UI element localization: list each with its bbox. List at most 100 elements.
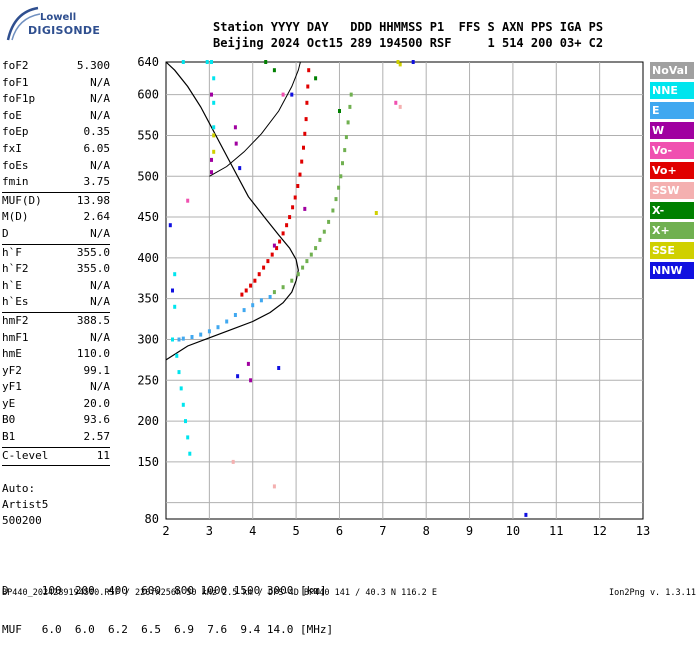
param-label: foEs — [2, 158, 29, 172]
echo-point-x — [281, 285, 285, 290]
y-tick-label: 200 — [137, 414, 159, 428]
profile-curve-lower — [165, 61, 299, 361]
y-tick-label: 400 — [137, 251, 159, 265]
echo-point-e — [177, 337, 181, 342]
param-separator — [2, 446, 110, 448]
echo-point-w — [210, 92, 213, 97]
legend-item: NoVal — [650, 62, 694, 79]
y-tick-label: 150 — [137, 455, 159, 469]
echo-point-nne — [181, 402, 185, 407]
echo-point-vo — [288, 215, 292, 220]
echo-point-x — [331, 208, 335, 213]
param-value: 6.05 — [83, 141, 111, 155]
echo-point-vo — [266, 259, 270, 264]
echo-point-nne — [184, 419, 187, 424]
legend-item: Vo- — [650, 142, 694, 159]
echo-point-vo — [275, 246, 279, 251]
legend-item: NNW — [650, 262, 694, 279]
param-row: hmE 110.0 — [2, 346, 110, 363]
param-row: B1 2.57 — [2, 429, 110, 446]
echo-point-nne — [179, 386, 183, 391]
param-label: B0 — [2, 413, 16, 427]
echo-point-e — [207, 329, 211, 334]
echo-point-nnw — [411, 60, 415, 64]
echo-point-w — [249, 378, 253, 383]
param-value: 93.6 — [83, 413, 111, 427]
echo-point-nne — [186, 435, 190, 440]
echo-point-vo — [262, 265, 266, 270]
echo-point-vo — [306, 84, 310, 89]
param-value: N/A — [90, 330, 110, 344]
echo-point-sse — [374, 211, 378, 215]
echo-point-e — [181, 336, 185, 341]
echo-point-x — [272, 290, 276, 295]
echo-point-vo — [300, 159, 304, 164]
y-tick-label: 550 — [137, 128, 159, 142]
param-value: 11 — [96, 448, 110, 462]
param-value: N/A — [90, 75, 110, 89]
param-separator — [2, 465, 110, 467]
param-row: fxI 6.05 — [2, 141, 110, 158]
param-value: N/A — [90, 295, 110, 309]
echo-point-nnw — [168, 223, 172, 228]
auto-code: 500200 — [2, 514, 42, 527]
param-separator — [2, 191, 110, 193]
echo-point-x — [305, 259, 309, 264]
param-value: 2.64 — [83, 210, 111, 224]
param-value: N/A — [90, 226, 110, 240]
x-tick-label: 2 — [162, 524, 169, 538]
echo-point-nnw — [290, 92, 294, 97]
muf-distance-table: D 100 200 400 600 800 1000 1500 3000 [km… — [2, 558, 333, 649]
echo-point-vo — [249, 283, 253, 288]
plot-frame — [165, 61, 644, 520]
echo-point-nnw — [171, 288, 174, 293]
echo-point-e — [190, 335, 194, 339]
echo-point-x — [349, 92, 353, 97]
echo-point-x — [327, 219, 331, 224]
param-label: yF2 — [2, 363, 22, 377]
echo-point-nnw — [236, 374, 240, 379]
y-tick-label: 80 — [145, 512, 159, 526]
echo-point-x — [318, 237, 322, 242]
param-row: foF1p N/A — [2, 91, 110, 108]
y-tick-label: 600 — [137, 88, 159, 102]
x-tick-label: 10 — [506, 524, 520, 538]
param-label: M(D) — [2, 210, 29, 224]
echo-point-e — [199, 332, 203, 337]
echo-point-x — [346, 120, 350, 125]
echo-point-sse — [212, 149, 216, 154]
param-label: h`F2 — [2, 262, 29, 276]
param-value: 20.0 — [83, 396, 111, 410]
echo-point-sse — [396, 60, 400, 64]
echo-point-nne — [175, 353, 179, 358]
param-value: 3.75 — [83, 175, 111, 189]
distance-row: D 100 200 400 600 800 1000 1500 3000 [km… — [2, 584, 327, 597]
param-value: 13.98 — [76, 193, 110, 207]
echo-point-vo — [298, 172, 302, 177]
echo-point-vo — [296, 184, 300, 188]
echo-point-vo — [186, 198, 190, 203]
auto-scaling-block: Auto: Artist5 500200 — [2, 481, 48, 529]
y-tick-label: 640 — [137, 55, 159, 69]
echo-point-x — [322, 229, 326, 234]
param-value: 5.300 — [76, 59, 110, 72]
echo-point-vo — [240, 292, 244, 297]
echo-point-x — [338, 109, 341, 113]
echo-point-e — [251, 303, 255, 308]
param-value: N/A — [90, 278, 110, 292]
echo-point-x — [334, 197, 338, 202]
echo-point-w — [272, 243, 276, 248]
muf-row: MUF 6.0 6.0 6.2 6.5 6.9 7.6 9.4 14.0 [MH… — [2, 623, 334, 636]
param-label: C-level — [2, 448, 49, 462]
echo-point-vo — [281, 231, 285, 236]
version-label: Ion2Png v. 1.3.11 — [609, 588, 696, 598]
param-row: foF2 5.300 — [2, 58, 110, 75]
param-row: foF1 N/A — [2, 75, 110, 92]
echo-point-w — [210, 157, 213, 162]
x-tick-label: 6 — [336, 524, 343, 538]
echo-point-x — [339, 174, 343, 179]
echo-point-x — [337, 185, 341, 190]
param-label: foE — [2, 108, 22, 122]
param-row: fmin 3.75 — [2, 174, 110, 191]
param-separator — [2, 311, 110, 313]
